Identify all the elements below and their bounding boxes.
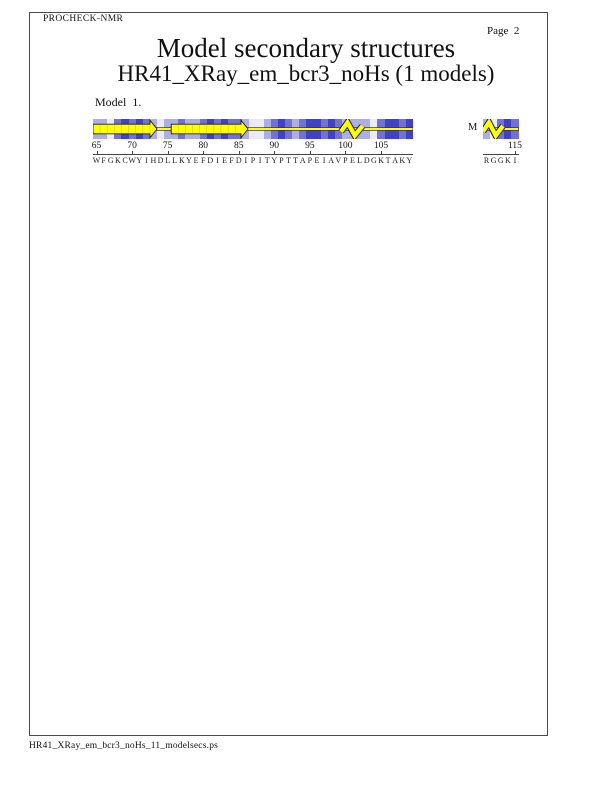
beta-strand-arrow — [93, 119, 158, 139]
residue-number: 85 — [234, 141, 244, 151]
ruler-tick — [309, 151, 311, 154]
ruler-tick — [345, 151, 347, 154]
residue-number: 100 — [338, 141, 353, 151]
sequence-letter: A — [328, 156, 335, 165]
sequence-letter: E — [222, 156, 227, 165]
sequence-letter: T — [293, 156, 299, 165]
sequence-letter: L — [357, 156, 363, 165]
sequence-letter: K — [114, 156, 121, 165]
coil-line — [93, 127, 413, 131]
residue-number: 90 — [269, 141, 280, 151]
residue-number: 65 — [91, 141, 102, 151]
sequence-letter: L — [172, 156, 178, 165]
sequence-letter: F — [101, 156, 106, 165]
sequence-letter: E — [350, 156, 355, 165]
sequence-letter: A — [299, 156, 306, 165]
sequence-letter: F — [200, 156, 206, 165]
sequence-letter: P — [307, 156, 313, 165]
sequence-letter: G — [497, 156, 504, 165]
residue-number: 115 — [508, 141, 522, 151]
model-label: Model 1. — [95, 95, 142, 109]
sequence-letter: P — [279, 156, 284, 165]
sequence-letter: I — [513, 156, 517, 165]
sequence-letter: P — [250, 156, 256, 165]
sequence-letter: F — [229, 156, 234, 165]
sequence-letter: G — [370, 156, 377, 165]
footer-filename: HR41_XRay_em_bcr3_noHs_11_modelsecs.ps — [29, 741, 219, 751]
sequence-letter: I — [258, 156, 262, 165]
residue-number: 75 — [162, 141, 173, 151]
sequence-letter: T — [264, 156, 270, 165]
sequence-letter: W — [92, 156, 101, 165]
structure-glyphs — [93, 119, 413, 139]
ruler-tick — [274, 151, 276, 154]
page-title: Model secondary structures — [156, 33, 456, 63]
helix-squiggle — [483, 119, 505, 139]
ruler-tick — [167, 151, 169, 154]
residue-number: 95 — [305, 141, 315, 151]
sequence-letter: D — [207, 156, 214, 165]
sequence-letter: L — [165, 156, 171, 165]
helix-squiggle — [339, 119, 365, 139]
residue-number: 70 — [127, 141, 137, 151]
sequence-letter: C — [122, 156, 128, 165]
ruler-tick — [203, 151, 205, 154]
sequence-letter: Y — [406, 156, 413, 165]
sequence-letter: E — [193, 156, 199, 165]
sequence-letter: W — [128, 156, 136, 165]
sequence-letter: I — [144, 156, 148, 165]
sequence-letter: T — [385, 156, 391, 165]
sequence-letter: T — [286, 156, 291, 165]
sequence-letter: D — [157, 156, 164, 165]
sequence-letter: A — [392, 156, 399, 165]
sequence-letter: D — [235, 156, 242, 165]
sequence-letter: E — [314, 156, 320, 165]
ruler-tick — [96, 151, 98, 154]
sequence-letter: K — [399, 156, 406, 165]
sequence-letter: P — [343, 156, 348, 165]
sequence-ruler — [93, 154, 413, 155]
page-number: Page 2 — [487, 25, 520, 37]
sequence-letter: V — [335, 156, 342, 165]
ruler-tick — [380, 151, 382, 154]
sequence-letter: I — [244, 156, 248, 165]
sequence-letter: I — [322, 156, 326, 165]
beta-strand-arrow — [170, 119, 249, 139]
sequence-letter: K — [504, 156, 511, 165]
ruler-tick — [514, 151, 516, 154]
sequence-letter: Y — [136, 156, 143, 165]
ruler-tick — [132, 151, 134, 154]
sequence-letter: G — [490, 156, 497, 165]
sequence-letter: Y — [271, 156, 278, 165]
page-border — [29, 12, 548, 736]
sequence-letter: I — [216, 156, 219, 165]
sequence-letter: D — [363, 156, 370, 165]
sequence-letter: K — [178, 156, 185, 165]
ruler-tick — [238, 151, 240, 154]
structure-bar-chain-m — [483, 119, 520, 139]
model-file-title: HR41_XRay_em_bcr3_noHs (1 models) — [117, 61, 495, 86]
sequence-ruler — [483, 154, 519, 155]
residue-number: 105 — [373, 141, 389, 151]
sequence-letter: G — [107, 156, 114, 165]
structure-glyphs — [483, 119, 519, 139]
structure-bar-chain-main — [93, 119, 414, 139]
residue-number: 80 — [198, 141, 208, 151]
sequence-letter: R — [483, 156, 490, 165]
sequence-letter: K — [378, 156, 384, 165]
sequence-letter: H — [150, 156, 157, 165]
chain-label: M — [468, 122, 478, 133]
sequence-letter: Y — [186, 156, 192, 165]
app-name-label: PROCHECK-NMR — [43, 14, 124, 24]
